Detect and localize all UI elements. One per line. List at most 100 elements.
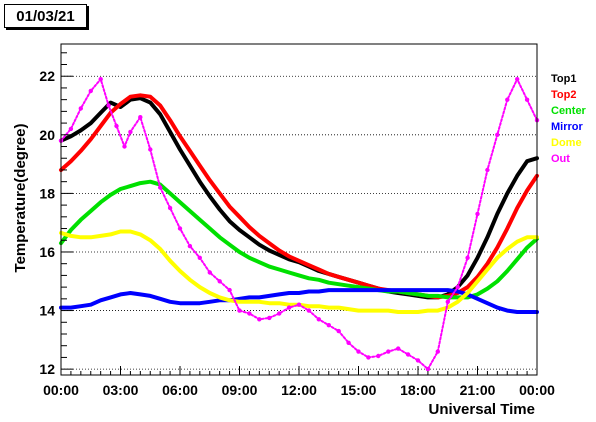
data-point-top1 [188, 164, 192, 168]
legend-entry-out: Out [551, 153, 570, 165]
data-point-center [188, 209, 192, 213]
data-point-top2 [218, 191, 222, 195]
data-point-center [218, 235, 222, 239]
data-point-center [118, 187, 123, 191]
data-point-out [455, 284, 460, 290]
data-point-out [465, 255, 470, 260]
x-tick-label: 18:00 [400, 382, 436, 398]
data-point-mirror [99, 298, 103, 302]
data-point-dome [406, 310, 410, 314]
data-point-mirror [138, 292, 142, 296]
data-point-center [475, 292, 480, 296]
data-point-top1 [158, 112, 162, 116]
data-point-out [227, 287, 232, 293]
data-point-out [306, 308, 312, 313]
data-point-center [426, 294, 430, 298]
data-point-dome [69, 234, 73, 238]
y-tick-label: 14 [39, 303, 55, 319]
data-point-mirror [327, 288, 331, 292]
data-point-center [406, 291, 410, 295]
data-point-center [109, 193, 113, 197]
data-point-top2 [99, 124, 103, 128]
data-point-top2 [327, 272, 331, 276]
data-point-out [78, 106, 84, 111]
data-point-top2 [188, 149, 192, 153]
data-point-top2 [228, 205, 232, 209]
data-point-top1 [178, 147, 182, 152]
data-point-top2 [168, 118, 172, 122]
data-point-top1 [495, 212, 499, 216]
data-point-out [217, 279, 222, 284]
legend-entry-top1: Top1 [551, 73, 576, 85]
data-point-dome [366, 309, 370, 313]
data-point-mirror [525, 310, 529, 314]
data-point-dome [475, 279, 480, 283]
data-point-dome [317, 304, 321, 308]
data-point-center [505, 269, 509, 273]
data-point-out [524, 97, 530, 102]
data-point-center [287, 270, 291, 275]
data-point-mirror [317, 289, 321, 294]
data-point-top2 [495, 246, 499, 250]
data-point-top1 [247, 235, 251, 239]
data-point-out [187, 243, 193, 249]
legend-entry-top2: Top2 [551, 89, 576, 101]
data-point-dome [485, 267, 489, 272]
data-point-dome [515, 240, 519, 244]
data-point-out [405, 352, 411, 357]
data-point-out [197, 255, 202, 260]
x-axis-label: Universal Time [429, 401, 535, 418]
data-point-center [208, 226, 212, 231]
data-point-top2 [347, 278, 351, 282]
data-point-mirror [148, 294, 152, 298]
axes: 00:00 03:00 06:00 09:00 12:00 15:00 18:00 21:00… [39, 52, 555, 398]
data-point-top2 [267, 241, 271, 245]
data-point-dome [208, 291, 212, 295]
data-point-mirror [505, 309, 509, 313]
data-point-mirror [416, 288, 420, 292]
data-point-out [158, 185, 163, 190]
data-point-dome [337, 306, 341, 310]
data-point-out [485, 167, 490, 173]
data-point-out [257, 317, 262, 322]
data-point-center [79, 218, 83, 222]
plot-frame [60, 43, 538, 376]
data-point-out [326, 323, 331, 328]
data-point-dome [148, 238, 152, 242]
data-point-top2 [356, 281, 361, 285]
data-point-top2 [317, 267, 321, 272]
data-point-top2 [525, 188, 529, 193]
data-point-out [128, 129, 133, 135]
data-point-out [495, 132, 500, 137]
data-point-dome [178, 269, 182, 273]
data-point-top1 [148, 101, 152, 105]
data-point-out [237, 308, 242, 313]
data-point-out [336, 328, 341, 334]
data-point-mirror [247, 295, 251, 299]
data-point-mirror [89, 303, 93, 307]
data-point-top2 [297, 259, 301, 263]
data-point-mirror [277, 292, 281, 296]
data-point-top1 [208, 194, 212, 198]
data-point-top2 [178, 134, 182, 138]
data-point-top1 [198, 180, 202, 184]
data-point-dome [267, 301, 271, 305]
data-point-center [178, 200, 182, 204]
data-point-out [296, 302, 302, 307]
data-point-dome [327, 306, 331, 310]
data-point-dome [466, 291, 470, 295]
data-point-mirror [376, 288, 380, 292]
data-point-mirror [515, 310, 519, 314]
data-point-dome [456, 300, 460, 304]
data-point-mirror [267, 294, 271, 298]
data-point-dome [277, 301, 281, 305]
y-tick-label: 22 [39, 68, 55, 84]
data-point-top1 [515, 174, 519, 178]
data-point-center [99, 200, 103, 204]
x-tick-label: 15:00 [341, 382, 377, 398]
data-point-mirror [475, 297, 480, 301]
data-point-dome [416, 310, 420, 314]
data-point-mirror [446, 288, 450, 292]
data-point-dome [89, 235, 93, 239]
data-point-top1 [475, 256, 480, 260]
